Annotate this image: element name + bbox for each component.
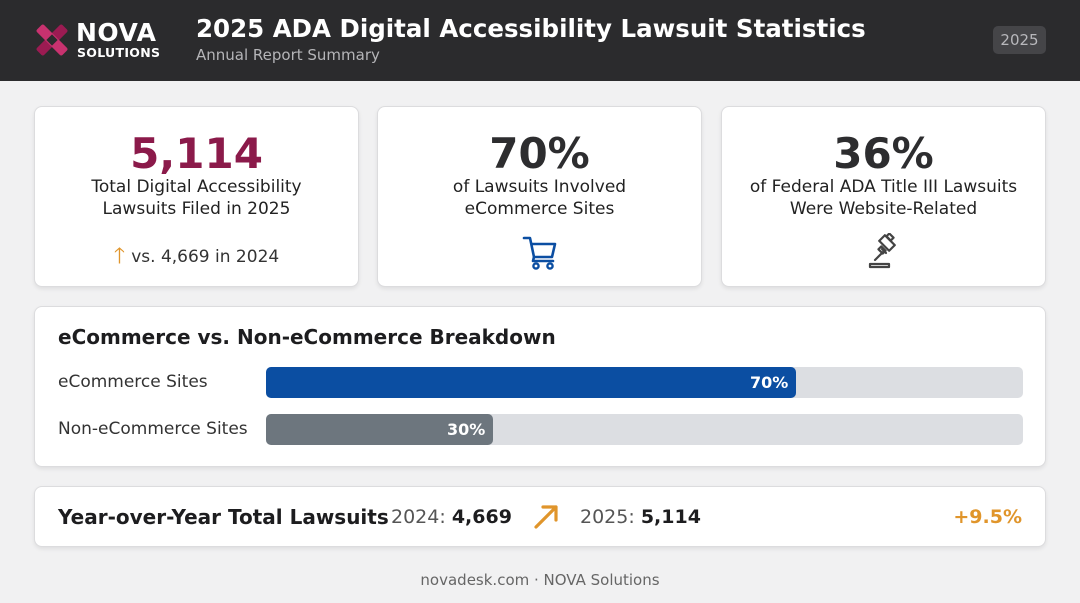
bar-value-ecommerce: 70% <box>750 373 789 392</box>
bar-track-non-ecommerce: 30% <box>266 414 1023 445</box>
yoy-change: +9.5% <box>953 506 1022 528</box>
yoy-2025-label: 2025: <box>580 506 635 528</box>
stat-comparison-text: vs. 4,669 in 2024 <box>131 247 280 267</box>
gavel-icon <box>868 233 896 269</box>
year-over-year-panel: Year-over-Year Total Lawsuits 2024: 4,66… <box>34 486 1046 547</box>
yoy-2024: 2024: 4,669 <box>391 506 512 528</box>
bar-label-ecommerce: eCommerce Sites <box>58 372 208 392</box>
stat-label: Total Digital Accessibility Lawsuits Fil… <box>35 176 358 220</box>
logo-mark-icon <box>36 24 68 56</box>
year-badge: 2025 <box>993 26 1046 54</box>
yoy-2025: 2025: 5,114 <box>580 506 701 528</box>
stat-value: 5,114 <box>130 129 263 178</box>
stat-label-line1: of Federal ADA Title III Lawsuits <box>749 177 1018 197</box>
breakdown-panel: eCommerce vs. Non-eCommerce Breakdown eC… <box>34 306 1046 467</box>
page-subtitle: Annual Report Summary <box>196 46 380 64</box>
footer: novadesk.com · NOVA Solutions <box>420 571 660 589</box>
yoy-2024-label: 2024: <box>391 506 446 528</box>
stat-label-line2: Lawsuits Filed in 2025 <box>102 199 291 219</box>
stat-card-total-lawsuits: 5,114 Total Digital Accessibility Lawsui… <box>34 106 359 287</box>
page-title: 2025 ADA Digital Accessibility Lawsuit S… <box>196 14 866 43</box>
logo: NOVA SOLUTIONS <box>32 16 172 64</box>
stat-comparison: 🡑 vs. 4,669 in 2024 <box>35 239 358 277</box>
bar-fill-ecommerce <box>266 367 796 398</box>
bar-label-non-ecommerce: Non-eCommerce Sites <box>58 419 248 439</box>
stat-card-title-iii: 36% of Federal ADA Title III Lawsuits We… <box>721 106 1046 287</box>
shopping-cart-icon <box>522 236 556 270</box>
logo-name: NOVA <box>76 18 157 47</box>
logo-tagline: SOLUTIONS <box>77 45 161 60</box>
arrow-up-icon: 🡑 <box>113 244 126 269</box>
breakdown-title: eCommerce vs. Non-eCommerce Breakdown <box>58 325 556 349</box>
trend-up-arrow-icon <box>534 505 558 529</box>
bar-track-ecommerce: 70% <box>266 367 1023 398</box>
yoy-title: Year-over-Year Total Lawsuits <box>58 505 389 529</box>
stat-card-ecommerce: 70% of Lawsuits Involved eCommerce Sites <box>377 106 702 287</box>
stat-value: 36% <box>833 129 934 178</box>
yoy-2025-value: 5,114 <box>640 506 701 528</box>
stat-value: 70% <box>489 129 590 178</box>
stat-label: of Federal ADA Title III Lawsuits Were W… <box>722 176 1045 220</box>
stat-label-line1: Total Digital Accessibility <box>91 177 302 197</box>
stat-label-line2: eCommerce Sites <box>464 199 615 219</box>
bar-fill-non-ecommerce <box>266 414 493 445</box>
header: NOVA SOLUTIONS 2025 ADA Digital Accessib… <box>0 0 1080 81</box>
yoy-2024-value: 4,669 <box>451 506 512 528</box>
bar-value-non-ecommerce: 30% <box>447 420 486 439</box>
stat-label-line2: Were Website-Related <box>789 199 978 219</box>
stat-label-line1: of Lawsuits Involved <box>452 177 627 197</box>
stat-label: of Lawsuits Involved eCommerce Sites <box>378 176 701 220</box>
